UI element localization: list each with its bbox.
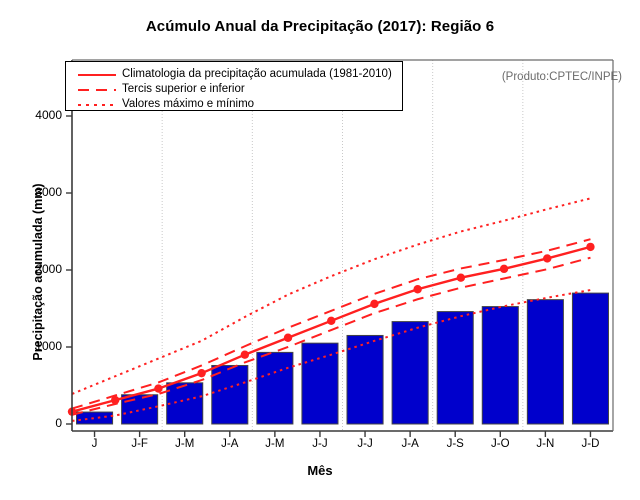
series-marker [543,254,552,263]
x-tick-label: J-O [491,438,510,450]
legend-line-dashed-icon [78,89,116,91]
y-tick-label: 1000 [35,339,62,353]
y-tick-label: 4000 [35,108,62,122]
bar [301,342,339,425]
bar [76,411,114,425]
bar [571,292,609,425]
y-tick-label: 3000 [35,185,62,199]
x-tick-label: J-A [401,438,419,450]
x-tick-label: J-J [312,438,328,450]
series-marker [586,242,595,252]
x-tick-label: J-J [357,438,373,450]
series-marker [197,368,206,378]
y-tick-label: 2000 [35,262,62,276]
y-tick-label: 0 [55,416,62,430]
series-marker [111,395,120,405]
series-line [71,197,591,395]
series-line [71,256,591,416]
legend: Climatologia da precipitação acumulada (… [65,61,403,111]
legend-label: Valores máximo e mínimo [122,98,255,110]
bar [121,394,159,425]
series-marker [456,273,466,282]
gridlines [161,60,524,431]
product-credit: (Produto:CPTEC/INPE) [501,71,622,83]
x-tick-label: J-D [581,438,600,450]
x-tick-label: J [91,438,98,450]
legend-line-dotted-icon [78,104,116,106]
series-marker [499,264,509,274]
series-marker [240,350,250,359]
series-line [71,238,591,410]
bar [211,364,249,425]
bar [481,306,519,425]
bar [391,321,429,425]
legend-label: Tercis superior e inferior [122,83,245,95]
x-tick-label: J-M [175,438,195,450]
chart-title: Acúmulo Anual da Precipitação (2017): Re… [145,18,495,35]
bar-series [76,292,609,425]
x-axis-label: Mês [307,463,333,478]
series-marker [327,316,336,326]
x-tick-label: J-N [536,438,555,450]
line-series [67,197,595,422]
legend-line-solid-icon [78,74,116,76]
x-tick-label: J-M [265,438,285,450]
axes [71,59,614,432]
bar [166,382,204,425]
series-line [71,289,591,422]
x-tick-label: J-S [446,438,464,450]
x-tick-label: J-F [131,438,148,450]
series-marker [370,299,379,309]
series-marker [413,285,422,294]
x-tick-label: J-A [221,438,239,450]
series-marker [283,333,293,342]
bar [346,334,384,425]
bar [256,351,294,425]
tick-marks [66,115,592,437]
legend-label: Climatologia da precipitação acumulada (… [122,68,392,80]
series-marker [154,384,163,393]
bar [436,311,474,425]
bar [526,299,564,425]
